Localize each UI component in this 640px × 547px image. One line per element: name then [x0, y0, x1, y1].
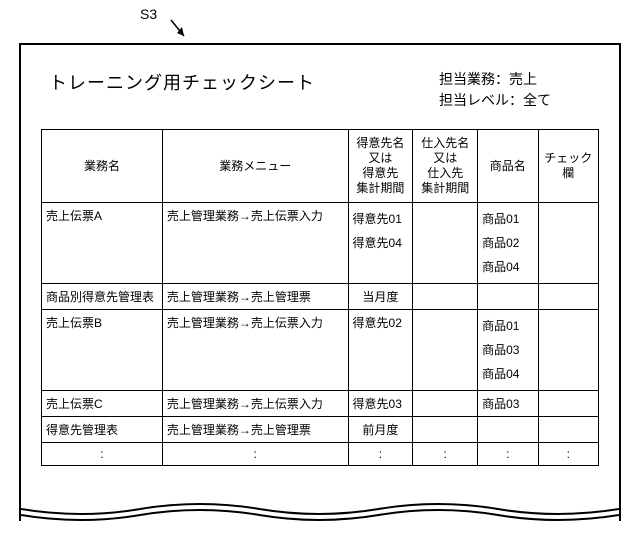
table-row: 売上伝票C売上管理業務→売上伝票入力得意先03 商品03 — [42, 391, 599, 417]
col-menu: 業務メニュー — [162, 130, 348, 203]
cell-check — [538, 391, 598, 417]
cell-check — [538, 203, 598, 284]
cell-product: : — [478, 443, 538, 466]
col-check: チェック欄 — [538, 130, 598, 203]
cell-product — [478, 417, 538, 443]
cell-product — [478, 284, 538, 310]
cell-task: 得意先管理表 — [42, 417, 163, 443]
cell-menu: 売上管理業務→売上伝票入力 — [162, 203, 348, 284]
cell-menu: 売上管理業務→売上伝票入力 — [162, 391, 348, 417]
cell-menu: : — [162, 443, 348, 466]
cell-task: 商品別得意先管理表 — [42, 284, 163, 310]
table-row: 商品別得意先管理表売上管理業務→売上管理票当月度 — [42, 284, 599, 310]
table-row: :::::: — [42, 443, 599, 466]
cell-product: 商品01商品02商品04 — [478, 203, 538, 284]
training-table: 業務名 業務メニュー 得意先名又は得意先集計期間 仕入先名又は仕入先集計期間 商… — [41, 129, 599, 466]
meta-line-2: 担当レベル：全て — [439, 90, 551, 111]
cell-task: 売上伝票A — [42, 203, 163, 284]
figure-label: S3 — [140, 6, 157, 22]
cell-customer: 当月度 — [348, 284, 413, 310]
sheet-frame: トレーニング用チェックシート 担当業務：売上 担当レベル：全て 業務名 業務メニ… — [19, 43, 621, 521]
cell-supplier — [413, 310, 478, 391]
table-row: 得意先管理表売上管理業務→売上管理票前月度 — [42, 417, 599, 443]
header-row: トレーニング用チェックシート 担当業務：売上 担当レベル：全て — [21, 45, 619, 125]
cell-check: : — [538, 443, 598, 466]
cell-supplier: : — [413, 443, 478, 466]
col-task: 業務名 — [42, 130, 163, 203]
cell-task: 売上伝票B — [42, 310, 163, 391]
arrow-icon — [168, 18, 190, 42]
cell-customer: 前月度 — [348, 417, 413, 443]
cell-product: 商品01商品03商品04 — [478, 310, 538, 391]
cell-task: 売上伝票C — [42, 391, 163, 417]
table-header-row: 業務名 業務メニュー 得意先名又は得意先集計期間 仕入先名又は仕入先集計期間 商… — [42, 130, 599, 203]
col-supplier: 仕入先名又は仕入先集計期間 — [413, 130, 478, 203]
col-product: 商品名 — [478, 130, 538, 203]
table-row: 売上伝票A売上管理業務→売上伝票入力得意先01得意先04 商品01商品02商品04 — [42, 203, 599, 284]
table-row: 売上伝票B売上管理業務→売上伝票入力得意先02 商品01商品03商品04 — [42, 310, 599, 391]
cell-supplier — [413, 203, 478, 284]
cell-menu: 売上管理業務→売上伝票入力 — [162, 310, 348, 391]
cell-task: : — [42, 443, 163, 466]
cell-supplier — [413, 417, 478, 443]
cell-customer: 得意先01得意先04 — [348, 203, 413, 284]
sheet-meta: 担当業務：売上 担当レベル：全て — [439, 69, 591, 111]
cell-customer: 得意先03 — [348, 391, 413, 417]
col-customer: 得意先名又は得意先集計期間 — [348, 130, 413, 203]
cell-check — [538, 310, 598, 391]
cell-customer: : — [348, 443, 413, 466]
cell-supplier — [413, 284, 478, 310]
cell-menu: 売上管理業務→売上管理票 — [162, 284, 348, 310]
meta-line-1: 担当業務：売上 — [439, 69, 551, 90]
torn-edge-icon — [21, 501, 619, 521]
cell-supplier — [413, 391, 478, 417]
cell-check — [538, 417, 598, 443]
cell-check — [538, 284, 598, 310]
sheet-title: トレーニング用チェックシート — [49, 69, 315, 95]
cell-customer: 得意先02 — [348, 310, 413, 391]
cell-product: 商品03 — [478, 391, 538, 417]
cell-menu: 売上管理業務→売上管理票 — [162, 417, 348, 443]
